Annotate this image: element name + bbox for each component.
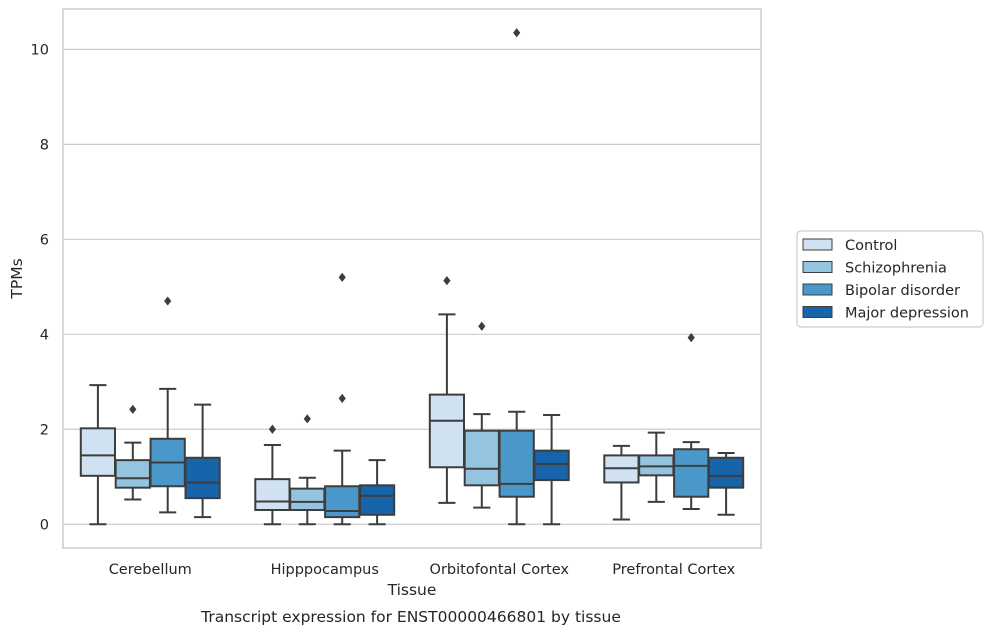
outlier-point	[443, 276, 451, 286]
legend-frame	[796, 230, 984, 328]
legend-label: Schizophrenia	[845, 261, 947, 277]
chart-caption: Transcript expression for ENST0000046680…	[200, 608, 621, 626]
y-axis-title: TPMs	[8, 258, 26, 299]
box-1	[289, 414, 326, 526]
box-2	[428, 276, 466, 504]
box-0	[184, 403, 221, 519]
iqr-box	[463, 429, 500, 487]
box-3	[638, 431, 675, 503]
legend-swatch	[802, 238, 833, 251]
y-tick-label: 4	[40, 327, 49, 343]
outlier-point	[338, 393, 346, 404]
outlier-point	[338, 272, 346, 282]
iqr-box	[324, 485, 361, 519]
gridlines	[63, 48, 761, 525]
box-3	[603, 444, 640, 521]
series-1	[114, 321, 675, 526]
iqr-box	[533, 449, 570, 482]
iqr-box	[498, 429, 535, 498]
y-tick-label: 10	[31, 42, 49, 58]
x-tick-label: Cerebellum	[109, 562, 192, 578]
box-1	[254, 424, 291, 526]
box-0	[114, 404, 151, 501]
box-0	[79, 384, 117, 526]
box-2	[463, 321, 500, 509]
outlier-point	[164, 296, 172, 306]
legend-label: Bipolar disorder	[845, 283, 960, 299]
plot-frame	[62, 8, 762, 549]
iqr-box	[673, 448, 710, 498]
legend-swatch	[802, 261, 833, 273]
iqr-box	[289, 487, 326, 512]
outlier-point	[268, 424, 276, 434]
iqr-box	[114, 459, 151, 489]
series-0	[79, 276, 640, 526]
box-2	[498, 28, 535, 526]
outlier-point	[687, 333, 695, 343]
legend-swatch	[802, 283, 833, 296]
iqr-box	[79, 427, 117, 477]
legend-swatch	[802, 306, 833, 318]
box-1	[324, 272, 361, 526]
box-1	[358, 459, 396, 526]
box-3	[673, 333, 710, 511]
iqr-box	[358, 484, 396, 516]
outlier-point	[513, 28, 521, 38]
box-2	[533, 414, 570, 526]
iqr-box	[707, 456, 745, 489]
x-tick-label: Prefrontal Cortex	[612, 562, 735, 578]
x-axis-title: Tissue	[387, 581, 437, 599]
y-tick-label: 8	[40, 137, 49, 153]
legend-label: Major depression	[845, 306, 969, 322]
iqr-box	[184, 456, 221, 500]
box-0	[149, 296, 186, 514]
y-tick-label: 6	[40, 232, 49, 248]
series-3	[184, 403, 745, 526]
legend-label: Control	[845, 238, 897, 254]
y-tick-label: 2	[40, 422, 49, 438]
outlier-point	[129, 404, 137, 414]
iqr-box	[428, 393, 466, 469]
box-3	[707, 452, 745, 516]
iqr-box	[254, 478, 291, 512]
outlier-point	[478, 321, 486, 331]
outlier-point	[303, 414, 311, 424]
x-tick-label: Hipppocampus	[271, 562, 379, 578]
legend: Control Schizophrenia Bipolar disorder Majo…	[796, 230, 984, 328]
y-tick-label: 0	[40, 517, 49, 533]
series-2	[149, 28, 710, 526]
x-tick-label: Orbitofontal Cortex	[430, 562, 570, 578]
